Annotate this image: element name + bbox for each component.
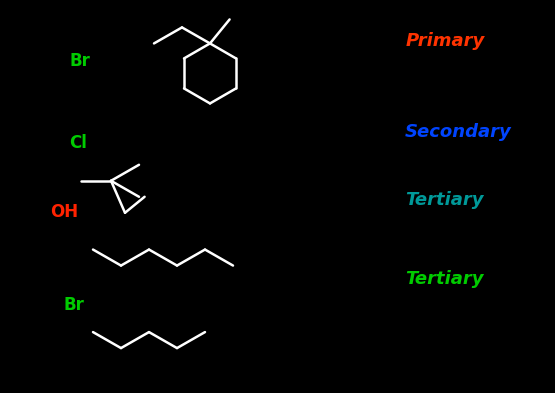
Text: Secondary: Secondary xyxy=(405,123,512,141)
Text: Br: Br xyxy=(64,296,85,314)
Text: Primary: Primary xyxy=(405,32,485,50)
Text: Cl: Cl xyxy=(69,134,87,152)
Text: Tertiary: Tertiary xyxy=(405,191,483,209)
Text: Tertiary: Tertiary xyxy=(405,270,483,288)
Text: Br: Br xyxy=(69,52,90,70)
Text: OH: OH xyxy=(50,203,78,221)
